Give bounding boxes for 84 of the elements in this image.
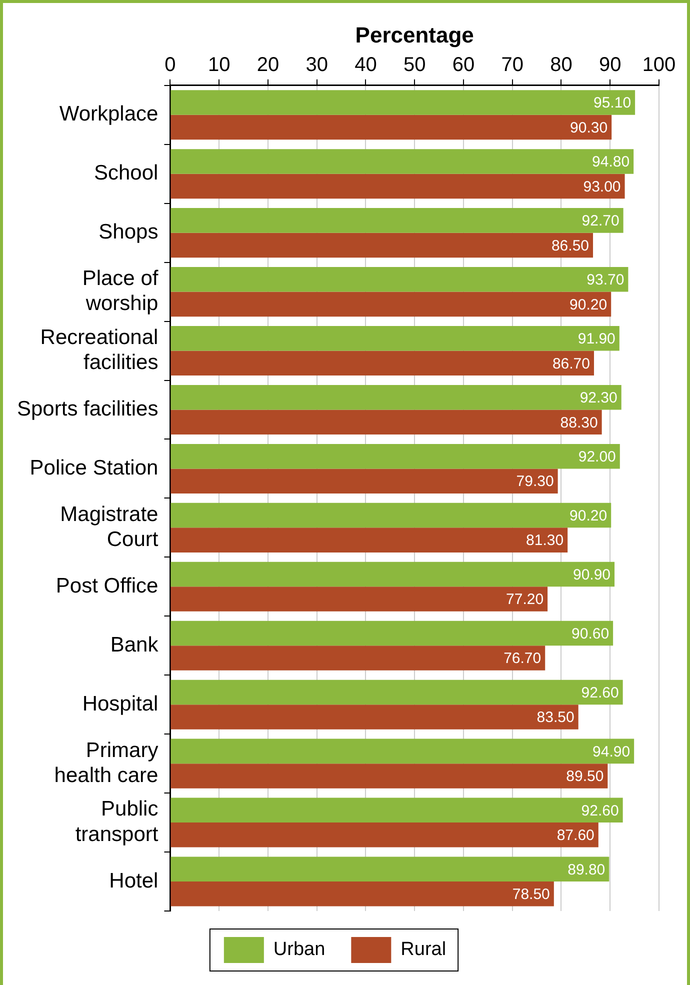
bar — [170, 350, 594, 376]
data-label: 90.20 — [570, 507, 608, 524]
data-label: 88.30 — [560, 414, 598, 432]
x-tick-label: 40 — [354, 54, 377, 76]
bar — [170, 856, 610, 882]
bar — [170, 149, 634, 174]
y-tick-label: Police Station — [30, 456, 158, 480]
bar — [170, 444, 620, 469]
x-tick-label: 60 — [452, 54, 475, 76]
data-label: 93.70 — [586, 272, 624, 289]
bar — [170, 502, 612, 528]
bar — [170, 410, 602, 435]
data-label: 76.70 — [504, 650, 542, 668]
y-tick-label: Magistrate Court — [60, 502, 158, 552]
x-tick-label: 70 — [501, 54, 524, 76]
y-tick-label: Sports facilities — [17, 398, 158, 421]
data-label: 93.00 — [583, 178, 621, 196]
data-label: 92.30 — [580, 390, 618, 406]
data-label: 90.60 — [572, 625, 610, 642]
bar — [170, 326, 620, 351]
bar — [170, 174, 625, 199]
x-tick-label: 100 — [642, 54, 676, 76]
y-tick-label: Public transport — [75, 798, 158, 846]
bar — [170, 562, 615, 587]
x-tick-label: 0 — [164, 54, 176, 76]
y-tick-label: Bank — [110, 633, 159, 656]
data-label: 92.00 — [578, 448, 616, 466]
bar — [170, 586, 548, 612]
x-tick-label: 80 — [550, 54, 572, 76]
data-label: 81.30 — [526, 532, 564, 550]
bar — [170, 738, 634, 764]
data-label: 86.50 — [551, 237, 590, 254]
bar — [170, 292, 612, 317]
legend-label: Rural — [400, 939, 446, 960]
y-tick-label: Primary health care — [54, 738, 159, 787]
data-label: 92.60 — [581, 684, 619, 702]
bar — [170, 620, 614, 646]
data-label: 91.90 — [578, 330, 616, 348]
bar — [170, 528, 568, 552]
data-label: 92.70 — [582, 212, 620, 230]
bar — [170, 764, 608, 788]
data-label: 89.80 — [568, 861, 606, 878]
bar — [170, 232, 594, 258]
legend-label: Urban — [273, 939, 326, 960]
y-tick-label: Workplace — [59, 102, 158, 126]
data-label: 89.50 — [566, 768, 604, 786]
data-label: 86.70 — [552, 355, 590, 372]
bar — [170, 882, 554, 906]
x-axis-title: Percentage — [355, 22, 474, 48]
bar — [170, 704, 578, 730]
bar — [170, 798, 623, 823]
bar — [170, 468, 558, 494]
data-label: 90.90 — [572, 566, 611, 584]
data-label: 94.90 — [592, 743, 630, 760]
bar — [170, 208, 624, 233]
bar — [170, 646, 546, 670]
x-tick-label: 50 — [403, 54, 426, 76]
data-label: 78.50 — [512, 886, 550, 904]
y-tick-label: Place of worship — [82, 266, 158, 316]
x-tick-label: 30 — [306, 54, 328, 76]
bar — [170, 822, 598, 848]
y-tick-label: Hotel — [109, 869, 158, 892]
y-tick-label: Hospital — [82, 692, 158, 716]
y-tick-label: Shops — [98, 220, 158, 244]
data-label: 79.30 — [516, 473, 554, 490]
data-label: 95.10 — [594, 94, 632, 112]
y-tick-label: Post Office — [56, 574, 158, 598]
data-label: 83.50 — [536, 709, 574, 726]
data-label: 77.20 — [506, 591, 544, 608]
y-tick-label: School — [94, 162, 158, 185]
data-label: 90.20 — [570, 296, 608, 314]
data-label: 87.60 — [556, 827, 594, 844]
bar — [170, 90, 636, 115]
data-label: 92.60 — [581, 802, 619, 820]
bar — [170, 114, 612, 140]
data-label: 94.80 — [592, 154, 630, 171]
bar — [170, 384, 622, 410]
x-tick-label: 20 — [256, 54, 280, 76]
x-tick-label: 10 — [208, 54, 230, 76]
y-tick-label: Recreational facilities — [40, 326, 158, 374]
bar — [170, 267, 628, 292]
bar — [170, 680, 623, 705]
x-tick-label: 90 — [598, 54, 622, 76]
data-label: 90.30 — [570, 119, 608, 136]
